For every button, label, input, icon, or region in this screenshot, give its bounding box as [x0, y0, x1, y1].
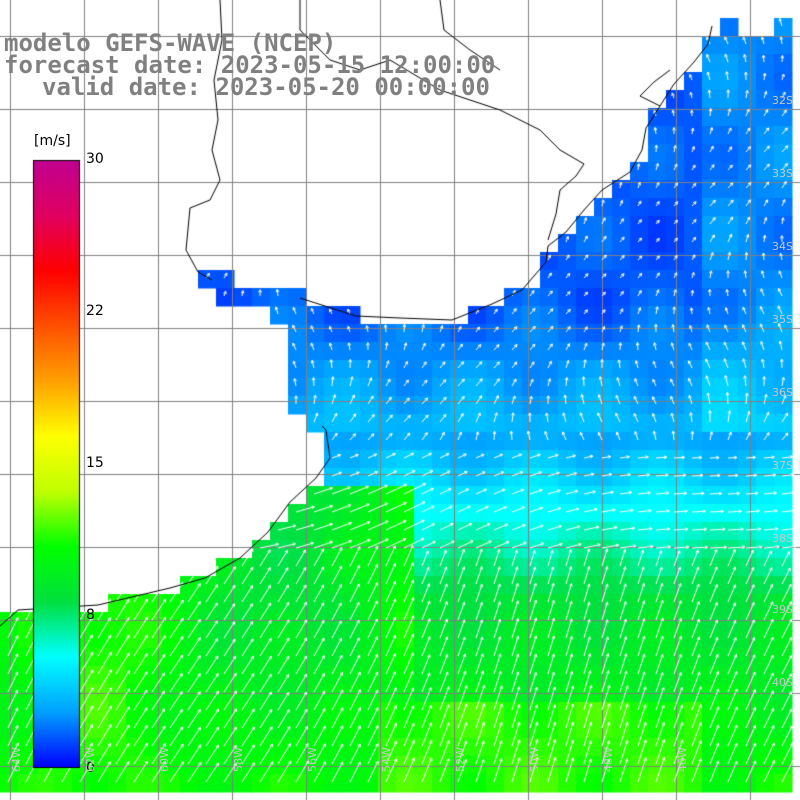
colorbar-tick-8: 8 — [86, 607, 95, 623]
lon-label-52w: 52W — [454, 747, 467, 772]
lon-label-60w: 60W — [158, 747, 171, 772]
model-title: modelo GEFS-WAVE (NCEP) — [4, 29, 337, 57]
lat-label-33s: 33S — [772, 167, 793, 180]
colorbar-tick-22: 22 — [86, 303, 104, 319]
lat-label-40s: 40S — [772, 676, 793, 689]
lat-label-37s: 37S — [772, 459, 793, 472]
colorbar-unit: [m/s] — [34, 133, 71, 149]
colorbar-tick-15: 15 — [86, 455, 104, 471]
forecast-date: forecast date: 2023-05-15 12:00:00 — [4, 51, 496, 79]
valid-date: valid date: 2023-05-20 00:00:00 — [42, 73, 490, 101]
lon-label-62w: 62W — [84, 747, 97, 772]
colorbar-tick-30: 30 — [86, 151, 104, 167]
lon-label-46w: 46W — [676, 747, 689, 772]
lat-label-34s: 34S — [772, 240, 793, 253]
lat-label-32s: 32S — [772, 94, 793, 107]
colorbar-tick-0: 0 — [86, 760, 95, 776]
lon-label-64w: 64W — [10, 747, 23, 772]
lat-label-38s: 38S — [772, 532, 793, 545]
lon-label-50w: 50W — [528, 747, 541, 772]
lat-label-36s: 36S — [772, 386, 793, 399]
lat-label-35s: 35S — [772, 313, 793, 326]
lon-label-48w: 48W — [602, 747, 615, 772]
lon-label-56w: 56W — [306, 747, 319, 772]
lat-label-39s: 39S — [772, 603, 793, 616]
lon-label-58w: 58W — [232, 747, 245, 772]
lon-label-54w: 54W — [380, 747, 393, 772]
